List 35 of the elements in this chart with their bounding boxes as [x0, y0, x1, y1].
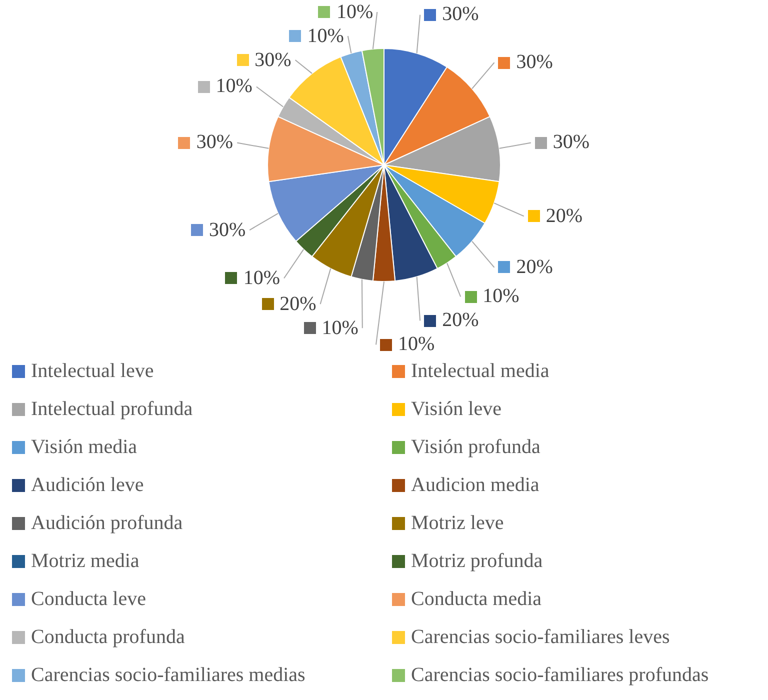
- legend-label: Intelectual media: [411, 360, 550, 382]
- data-label: 10%: [243, 266, 280, 290]
- legend-label: Carencias socio-familiares leves: [411, 626, 670, 648]
- legend-label: Audición profunda: [31, 512, 183, 534]
- data-label: 30%: [552, 131, 590, 154]
- legend-label: Visión media: [31, 436, 138, 458]
- data-label: 10%: [482, 285, 520, 308]
- legend-label: Audición leve: [31, 474, 144, 496]
- data-label: 10%: [398, 333, 435, 356]
- data-label: 30%: [196, 131, 234, 154]
- legend-label: Motriz media: [31, 550, 140, 572]
- legend-label: Intelectual leve: [31, 360, 154, 382]
- legend-label: Conducta profunda: [31, 626, 185, 648]
- data-label: 20%: [546, 204, 583, 228]
- data-label: 30%: [254, 48, 292, 72]
- data-label: 20%: [516, 256, 553, 279]
- legend-label: Intelectual profunda: [31, 398, 193, 420]
- legend-label: Conducta leve: [31, 588, 146, 610]
- legend-label: Carencias socio-familiares medias: [31, 664, 306, 686]
- data-label: 30%: [516, 51, 553, 74]
- legend-label: Carencias socio-familiares profundas: [411, 664, 709, 686]
- legend-label: Motriz profunda: [411, 550, 543, 572]
- data-label: 30%: [442, 3, 479, 26]
- data-label: 10%: [322, 316, 358, 340]
- data-label: 20%: [280, 292, 316, 316]
- data-label: 10%: [216, 75, 252, 98]
- legend-label: Visión profunda: [411, 436, 540, 458]
- data-label: 10%: [307, 24, 344, 48]
- data-label: 20%: [442, 309, 479, 332]
- data-label: 30%: [208, 218, 246, 242]
- legend-label: Visión leve: [411, 398, 502, 420]
- legend-label: Motriz leve: [411, 512, 504, 534]
- data-label: 10%: [336, 0, 374, 24]
- legend-label: Audicion media: [411, 474, 540, 496]
- legend-label: Conducta media: [411, 588, 542, 610]
